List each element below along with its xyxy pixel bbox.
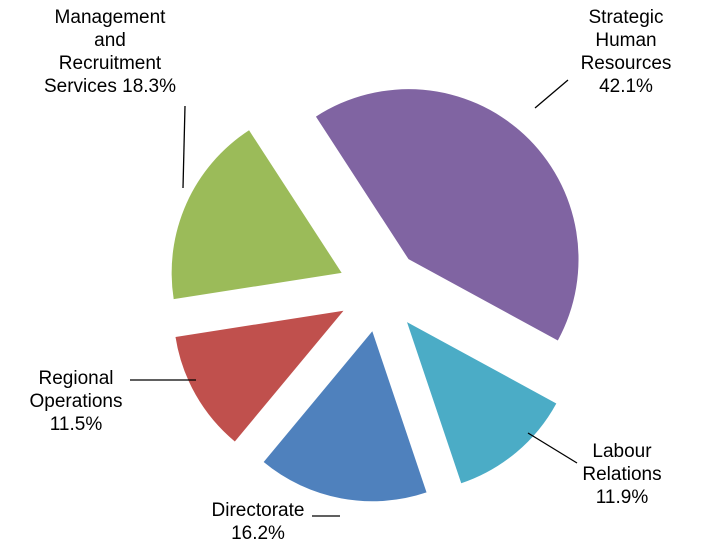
- category-name: Strategic Human Resources: [580, 7, 672, 74]
- category-name: Directorate: [211, 500, 305, 521]
- pie-slice: [407, 322, 557, 484]
- value-label: 18.3%: [122, 76, 176, 97]
- value-label: 11.9%: [595, 487, 649, 508]
- slice-label: Directorate 16.2%: [203, 499, 313, 545]
- leader-line: [527, 432, 578, 464]
- slice-label: Regional Operations 11.5%: [24, 367, 129, 436]
- pie-slice: [263, 331, 427, 502]
- pie-slice: [175, 310, 344, 442]
- value-label: 16.2%: [231, 523, 285, 544]
- leader-line: [534, 79, 569, 109]
- slices: [171, 89, 579, 502]
- slice-label: Management and Recruitment Services 18.3…: [42, 6, 178, 98]
- leader-line: [182, 105, 186, 189]
- pie-slice: [171, 130, 342, 300]
- slice-label: Labour Relations 11.9%: [572, 440, 672, 509]
- value-label: 42.1%: [599, 76, 653, 97]
- category-name: Regional Operations: [29, 368, 123, 412]
- category-name: Management and Recruitment Services: [43, 7, 166, 97]
- category-name: Labour Relations: [582, 441, 662, 485]
- slice-label: Strategic Human Resources 42.1%: [576, 6, 676, 98]
- value-label: 11.5%: [49, 414, 103, 435]
- pie-slice: [315, 89, 579, 341]
